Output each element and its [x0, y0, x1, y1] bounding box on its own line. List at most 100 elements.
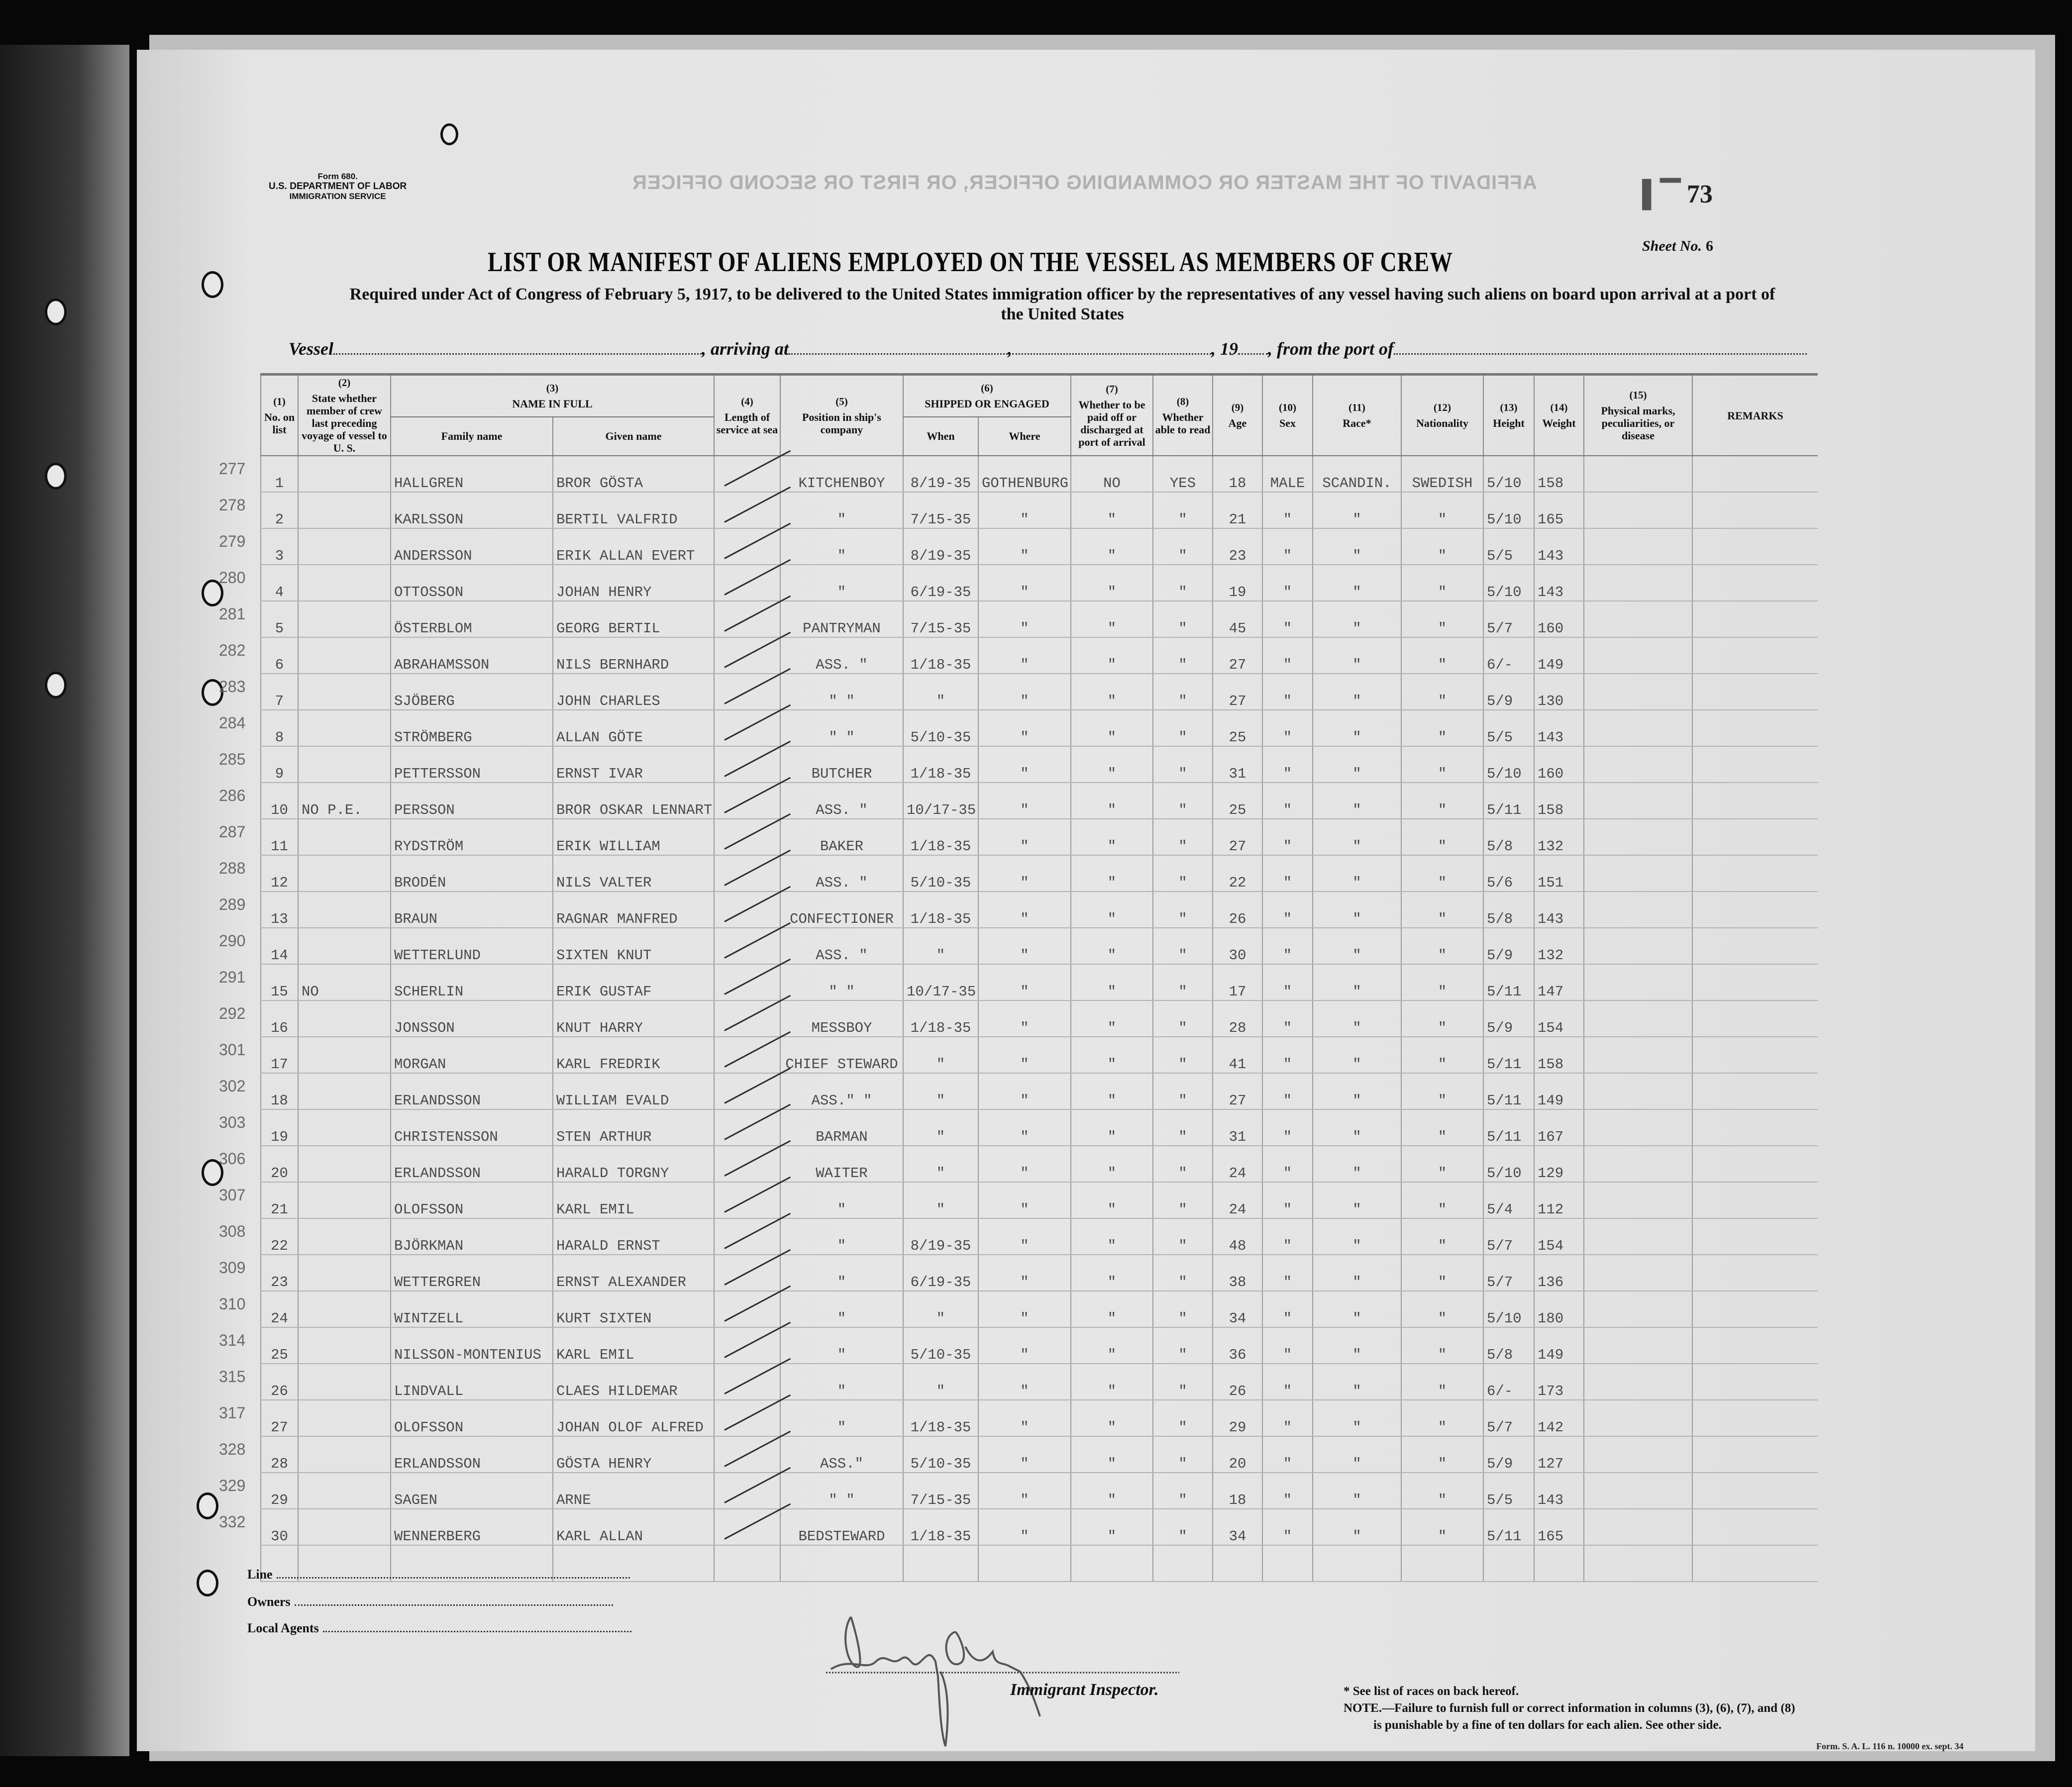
date-comma: ,: [1008, 339, 1013, 359]
weight-cell: 149: [1534, 1073, 1584, 1110]
nationality-cell: ": [1401, 1182, 1483, 1219]
remarks-cell: [1692, 1037, 1818, 1074]
no-cell: 7: [260, 674, 298, 710]
race-cell: ": [1312, 1327, 1401, 1364]
header-no-on-list: (1) No. on list: [260, 373, 298, 456]
weight-cell: 151: [1534, 855, 1584, 892]
weight-cell: 158: [1534, 456, 1584, 493]
header-position: (5) Position in ship's company: [780, 373, 903, 456]
height-cell: 5/5: [1483, 710, 1534, 747]
header-weight: (14) Weight: [1534, 373, 1584, 456]
age-cell: 38: [1212, 1255, 1262, 1291]
crew-row: 13 BRAUN RAGNAR MANFRED CONFECTIONER 1/18-35…: [260, 886, 1818, 928]
height-cell: 5/7: [1483, 1255, 1534, 1291]
paid-off-cell: [1070, 1545, 1153, 1582]
weight-cell: 147: [1534, 964, 1584, 1001]
weight-cell: 160: [1534, 601, 1584, 638]
shipped-when-cell: 10/17-35: [903, 964, 978, 1001]
list-number: 289: [219, 895, 246, 913]
shipped-where-cell: ": [978, 964, 1071, 1001]
physical-marks-cell: [1583, 1255, 1692, 1291]
race-cell: ": [1312, 1182, 1401, 1219]
height-cell: 5/9: [1483, 674, 1534, 710]
nationality-cell: ": [1401, 1291, 1483, 1328]
physical-marks-cell: [1583, 528, 1692, 565]
sex-cell: ": [1262, 892, 1313, 928]
line-field: Line: [247, 1567, 630, 1582]
header-name-in-full: (3) NAME IN FULL: [390, 373, 714, 417]
state-cell: [298, 1218, 391, 1255]
able-to-read-cell: ": [1152, 1182, 1213, 1219]
local-agents-label: Local Agents: [247, 1621, 319, 1635]
nationality-cell: ": [1401, 1037, 1483, 1074]
position-cell: PANTRYMAN: [780, 601, 903, 638]
shipped-where-cell: ": [978, 1473, 1071, 1509]
footer-notes: * See list of races on back hereof. NOTE…: [1344, 1683, 1795, 1734]
no-cell: 11: [260, 819, 298, 856]
shipped-where-cell: ": [978, 1400, 1071, 1437]
crew-row: 24 WINTZELL KURT SIXTEN " " " " " 34 " " " 5/10 180: [260, 1285, 1818, 1328]
weight-cell: 149: [1534, 1327, 1584, 1364]
length-of-service-cell: [714, 1031, 791, 1074]
family-name-cell: SAGEN: [390, 1473, 553, 1509]
age-cell: 21: [1212, 492, 1262, 529]
race-cell: ": [1312, 964, 1401, 1001]
crew-row: 10 NO P.E. PERSSON BROR OSKAR LENNART ASS. "…: [260, 777, 1818, 819]
sex-cell: ": [1262, 783, 1313, 819]
shipped-where-cell: ": [978, 783, 1071, 819]
physical-marks-cell: [1583, 1073, 1692, 1110]
sex-cell: ": [1262, 1327, 1313, 1364]
shipped-where-cell: ": [978, 1182, 1071, 1219]
given-name-cell: BROR GÖSTA: [552, 456, 714, 493]
age-cell: 28: [1212, 1000, 1262, 1037]
list-number: 284: [219, 714, 246, 732]
form-reference: Form. S. A. L. 116 n. 10000 ex. sept. 34: [1816, 1741, 1964, 1751]
sex-cell: ": [1262, 674, 1313, 710]
state-cell: [298, 1000, 391, 1037]
age-cell: 34: [1212, 1509, 1262, 1546]
nationality-cell: ": [1401, 492, 1483, 529]
length-of-service-cell: [714, 1430, 791, 1473]
nationality-cell: ": [1401, 1000, 1483, 1037]
crew-row: 21 OLOFSSON KARL EMIL " " " " " 24 " " " 5/4 112: [260, 1176, 1818, 1219]
height-cell: 6/-: [1483, 1364, 1534, 1400]
physical-marks-cell: [1583, 1364, 1692, 1400]
nationality-cell: ": [1401, 674, 1483, 710]
crew-row: 6 ABRAHAMSSON NILS BERNHARD ASS. " 1/18-35 " "…: [260, 631, 1818, 674]
shipped-where-cell: ": [978, 928, 1071, 965]
shipped-where-cell: ": [978, 855, 1071, 892]
able-to-read-cell: ": [1152, 528, 1213, 565]
given-name-cell: KURT SIXTEN: [552, 1291, 714, 1328]
height-cell: 5/5: [1483, 1473, 1534, 1509]
physical-marks-cell: [1583, 1182, 1692, 1219]
family-name-cell: OTTOSSON: [390, 565, 553, 601]
paid-off-cell: ": [1070, 1037, 1153, 1074]
list-number: 285: [219, 750, 246, 768]
line-label: Line: [247, 1567, 273, 1582]
age-cell: 31: [1212, 1109, 1262, 1146]
shipped-when-cell: 1/18-35: [903, 637, 978, 674]
stamp-value: 73: [1686, 180, 1713, 208]
sex-cell: [1262, 1545, 1313, 1582]
nationality-cell: ": [1401, 710, 1483, 747]
age-cell: 24: [1212, 1146, 1262, 1183]
remarks-cell: [1692, 1146, 1818, 1183]
height-cell: 5/11: [1483, 964, 1534, 1001]
race-cell: ": [1312, 1364, 1401, 1400]
age-cell: 48: [1212, 1218, 1262, 1255]
given-name-cell: BERTIL VALFRID: [552, 492, 714, 529]
shipped-where-cell: ": [978, 892, 1071, 928]
list-number: 290: [219, 932, 246, 950]
family-name-cell: CHRISTENSSON: [390, 1109, 553, 1146]
weight-cell: 129: [1534, 1146, 1584, 1183]
race-cell: ": [1312, 1218, 1401, 1255]
nationality-cell: ": [1401, 528, 1483, 565]
able-to-read-cell: ": [1152, 1473, 1213, 1509]
shipped-when-cell: 5/10-35: [903, 855, 978, 892]
family-name-cell: NILSSON-MONTENIUS: [390, 1327, 553, 1364]
state-cell: [298, 674, 391, 710]
race-cell: ": [1312, 1000, 1401, 1037]
no-cell: 20: [260, 1146, 298, 1183]
binder-hole: [197, 1492, 218, 1519]
family-name-cell: BJÖRKMAN: [390, 1218, 553, 1255]
